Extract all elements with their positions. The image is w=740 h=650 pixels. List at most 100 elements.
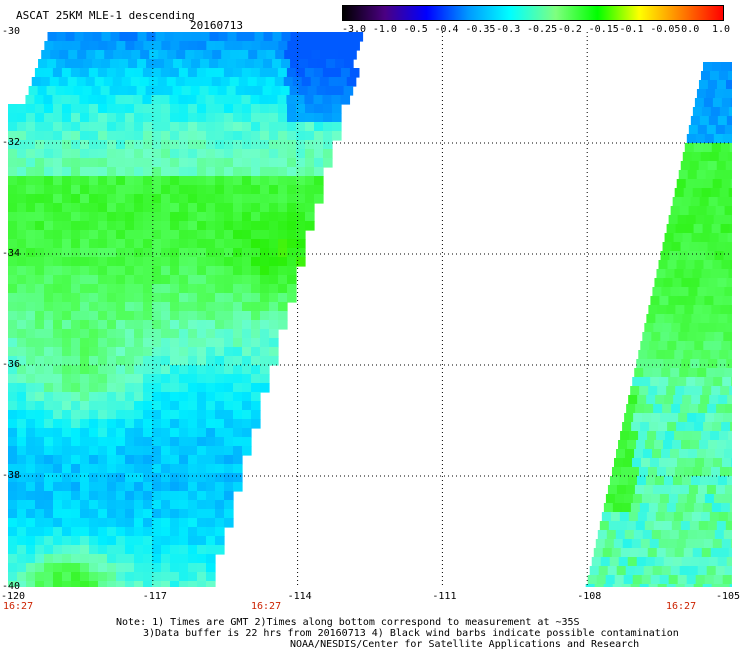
- wind-cell: [116, 122, 126, 132]
- wind-cell: [71, 158, 81, 168]
- wind-cell: [673, 395, 683, 405]
- wind-cell: [188, 311, 198, 321]
- wind-cell: [696, 89, 707, 99]
- wind-cell: [278, 158, 288, 168]
- wind-cell: [679, 485, 690, 495]
- wind-cell: [685, 179, 696, 189]
- wind-cell: [233, 401, 243, 411]
- wind-cell: [152, 581, 162, 587]
- wind-cell: [287, 275, 297, 285]
- wind-cell: [697, 206, 708, 216]
- wind-cell: [26, 383, 36, 393]
- wind-cell: [664, 233, 675, 243]
- wind-cell: [53, 122, 63, 132]
- wind-cell: [98, 257, 108, 267]
- wind-cell: [725, 161, 732, 171]
- wind-cell: [98, 374, 108, 384]
- wind-cell: [86, 50, 96, 60]
- wind-cell: [188, 536, 198, 546]
- wind-cell: [296, 167, 306, 177]
- wind-cell: [98, 410, 108, 420]
- wind-cell: [170, 554, 180, 564]
- wind-cell: [107, 356, 117, 366]
- wind-cell: [305, 185, 315, 195]
- wind-cell: [314, 122, 324, 132]
- wind-cell: [188, 455, 198, 465]
- wind-cell: [152, 455, 162, 465]
- wind-cell: [709, 314, 719, 324]
- wind-cell: [610, 512, 621, 522]
- wind-cell: [26, 113, 36, 123]
- wind-cell: [26, 356, 36, 366]
- wind-cell: [26, 320, 36, 330]
- wind-cell: [332, 122, 342, 132]
- wind-cell: [287, 149, 297, 159]
- wind-cell: [80, 410, 90, 420]
- wind-cell: [89, 410, 99, 420]
- wind-cell: [343, 86, 354, 96]
- wind-cell: [708, 557, 719, 567]
- wind-cell: [206, 572, 216, 582]
- colorbar-label: -0.4: [434, 24, 459, 35]
- wind-cell: [679, 449, 689, 459]
- wind-cell: [269, 320, 279, 330]
- wind-cell: [161, 275, 171, 285]
- wind-cell: [251, 149, 261, 159]
- wind-cell: [260, 275, 270, 285]
- wind-cell: [722, 215, 732, 225]
- wind-cell: [693, 224, 704, 234]
- wind-cell: [205, 95, 216, 105]
- wind-cell: [44, 266, 54, 276]
- wind-cell: [715, 125, 726, 135]
- wind-cell: [107, 437, 117, 447]
- wind-cell: [660, 332, 670, 342]
- wind-cell: [686, 575, 697, 585]
- wind-cell: [179, 203, 189, 213]
- wind-cell: [26, 257, 36, 267]
- wind-cell: [161, 239, 171, 249]
- wind-cell: [89, 347, 99, 357]
- wind-cell: [104, 50, 114, 60]
- wind-cell: [233, 176, 243, 186]
- wind-cell: [44, 158, 54, 168]
- wind-cell: [206, 311, 216, 321]
- wind-cell: [170, 419, 180, 429]
- wind-cell: [8, 482, 18, 492]
- wind-cell: [242, 113, 252, 123]
- wind-cell: [161, 203, 171, 213]
- wind-cell: [62, 176, 72, 186]
- wind-cell: [269, 167, 279, 177]
- wind-cell: [224, 104, 234, 114]
- wind-cell: [155, 59, 165, 69]
- wind-cell: [80, 464, 90, 474]
- wind-cell: [152, 464, 162, 474]
- wind-cell: [647, 467, 658, 477]
- wind-cell: [669, 530, 680, 540]
- wind-cell: [125, 527, 135, 537]
- wind-cell: [101, 32, 112, 42]
- wind-cell: [652, 449, 662, 459]
- wind-cell: [296, 113, 306, 123]
- wind-cell: [349, 68, 360, 78]
- wind-cell: [125, 482, 135, 492]
- wind-cell: [206, 293, 216, 303]
- wind-cell: [134, 140, 144, 150]
- wind-cell: [206, 203, 216, 213]
- wind-cell: [188, 473, 198, 483]
- wind-cell: [197, 428, 207, 438]
- wind-cell: [71, 392, 81, 402]
- wind-cell: [44, 401, 54, 411]
- wind-cell: [188, 356, 198, 366]
- wind-cell: [287, 194, 297, 204]
- wind-cell: [35, 212, 45, 222]
- wind-cell: [689, 521, 700, 531]
- wind-cell: [116, 221, 126, 231]
- wind-cell: [80, 158, 90, 168]
- wind-cell: [631, 539, 642, 549]
- wind-cell: [26, 203, 36, 213]
- wind-cell: [215, 212, 225, 222]
- wind-cell: [56, 59, 66, 69]
- wind-cell: [17, 104, 27, 114]
- wind-cell: [697, 485, 708, 495]
- wind-cell: [161, 212, 171, 222]
